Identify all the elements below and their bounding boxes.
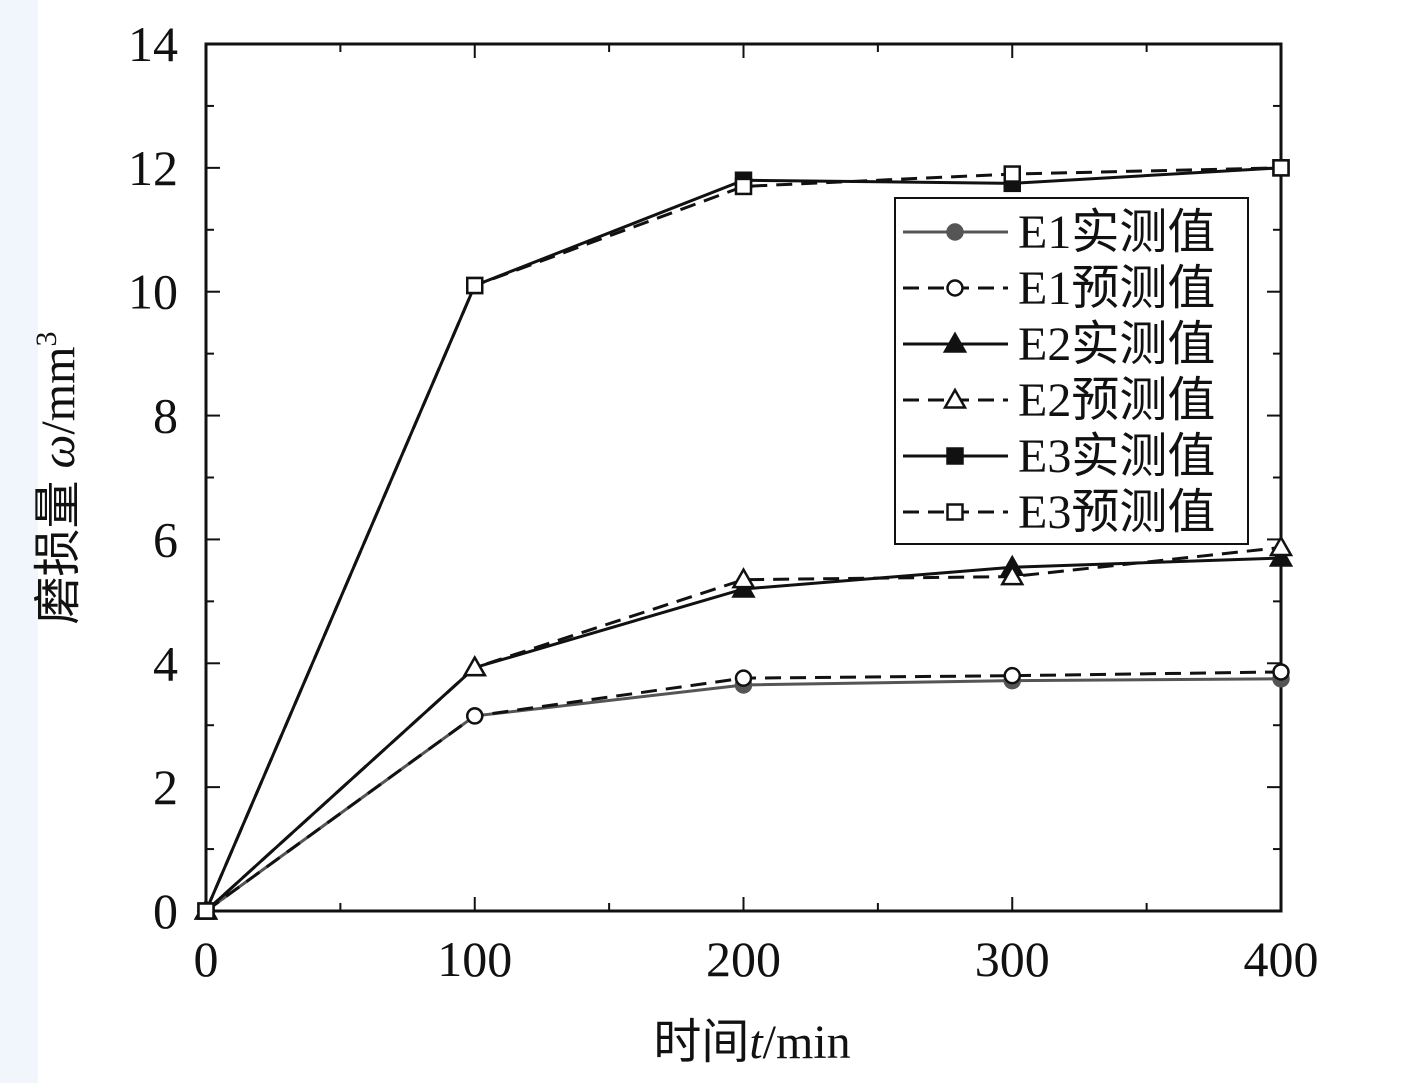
legend-marker <box>946 503 964 521</box>
legend-marker <box>946 447 964 465</box>
data-point <box>734 669 753 687</box>
x-tick-label: 0 <box>194 931 219 987</box>
y-axis-title-prefix: 磨损量 <box>32 468 85 624</box>
y-tick-label: 10 <box>128 264 178 320</box>
axis-tick-labels: 0 100 200 300 400 0 2 4 6 8 10 12 14 <box>128 16 1319 987</box>
data-point <box>734 177 753 196</box>
y-tick-label: 6 <box>153 511 178 567</box>
left-margin-strip <box>0 0 38 1083</box>
data-point <box>1268 545 1294 567</box>
legend-item: E2预测值 <box>903 374 1215 427</box>
y-axis-title-unit: /mm <box>32 347 85 435</box>
series-6 <box>197 159 1290 920</box>
legend-label: E3实测值 <box>1018 430 1215 483</box>
data-point <box>731 567 756 589</box>
legend-item: E3实测值 <box>903 430 1215 483</box>
data-point <box>1272 663 1290 681</box>
x-axis-title: 时间t/min <box>653 1016 850 1069</box>
y-tick-label: 14 <box>128 16 178 72</box>
x-tick-label: 200 <box>706 931 781 987</box>
data-point <box>1272 159 1290 177</box>
y-tick-label: 2 <box>153 759 178 815</box>
data-point <box>466 707 484 725</box>
y-axis-title-superscript: 3 <box>30 332 63 347</box>
legend-label: E1实测值 <box>1018 206 1215 259</box>
x-tick-label: 100 <box>437 931 512 987</box>
legend-label: E1预测值 <box>1018 262 1215 315</box>
legend-item: E2实测值 <box>903 318 1215 371</box>
x-tick-label: 300 <box>975 931 1050 987</box>
data-point <box>197 902 215 920</box>
series-line <box>204 556 1282 913</box>
legend-marker <box>942 331 968 353</box>
series-line <box>204 545 1282 913</box>
x-axis-title-prefix: 时间 <box>653 1016 749 1069</box>
series-line <box>204 166 1282 912</box>
y-tick-label: 8 <box>153 388 178 444</box>
legend-label: E3预测值 <box>1018 486 1215 539</box>
y-axis-title-variable: ω <box>32 435 85 469</box>
data-point <box>1268 534 1294 557</box>
legend-marker <box>946 279 964 297</box>
data-point <box>1003 165 1021 183</box>
series-line <box>205 670 1282 913</box>
legend-marker <box>942 387 968 409</box>
x-axis-title-variable: t <box>749 1016 764 1069</box>
data-point <box>466 276 484 295</box>
legend-item: E1实测值 <box>903 206 1215 259</box>
y-axis-title: 磨损量 ω/mm3 <box>30 332 85 625</box>
legend-box <box>894 197 1249 545</box>
y-tick-label: 0 <box>153 883 178 939</box>
series-line <box>205 677 1282 913</box>
legend-item: E1预测值 <box>903 262 1215 315</box>
series-2 <box>197 663 1290 920</box>
series-3 <box>193 545 1294 920</box>
legend-marker <box>946 223 964 241</box>
legend-item: E3预测值 <box>903 486 1215 539</box>
x-tick-label: 400 <box>1244 931 1319 987</box>
series-4 <box>193 534 1294 920</box>
y-tick-label: 4 <box>153 635 178 691</box>
data-point <box>1003 666 1021 685</box>
y-tick-label: 12 <box>128 140 178 196</box>
data-point <box>1000 564 1025 586</box>
legend-label: E2预测值 <box>1018 374 1215 427</box>
series-layer <box>193 159 1294 920</box>
data-point <box>462 655 487 677</box>
x-axis-title-unit: /min <box>763 1016 851 1069</box>
legend-label: E2实测值 <box>1018 318 1215 371</box>
series-1 <box>197 670 1290 920</box>
